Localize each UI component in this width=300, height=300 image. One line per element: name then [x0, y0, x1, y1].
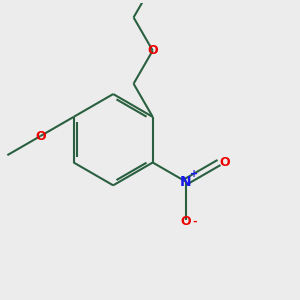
Text: O: O [219, 156, 230, 169]
Text: O: O [181, 215, 191, 228]
Text: O: O [147, 44, 158, 57]
Text: -: - [192, 216, 197, 226]
Text: N: N [180, 175, 192, 189]
Text: +: + [190, 169, 198, 179]
Text: O: O [35, 130, 46, 142]
